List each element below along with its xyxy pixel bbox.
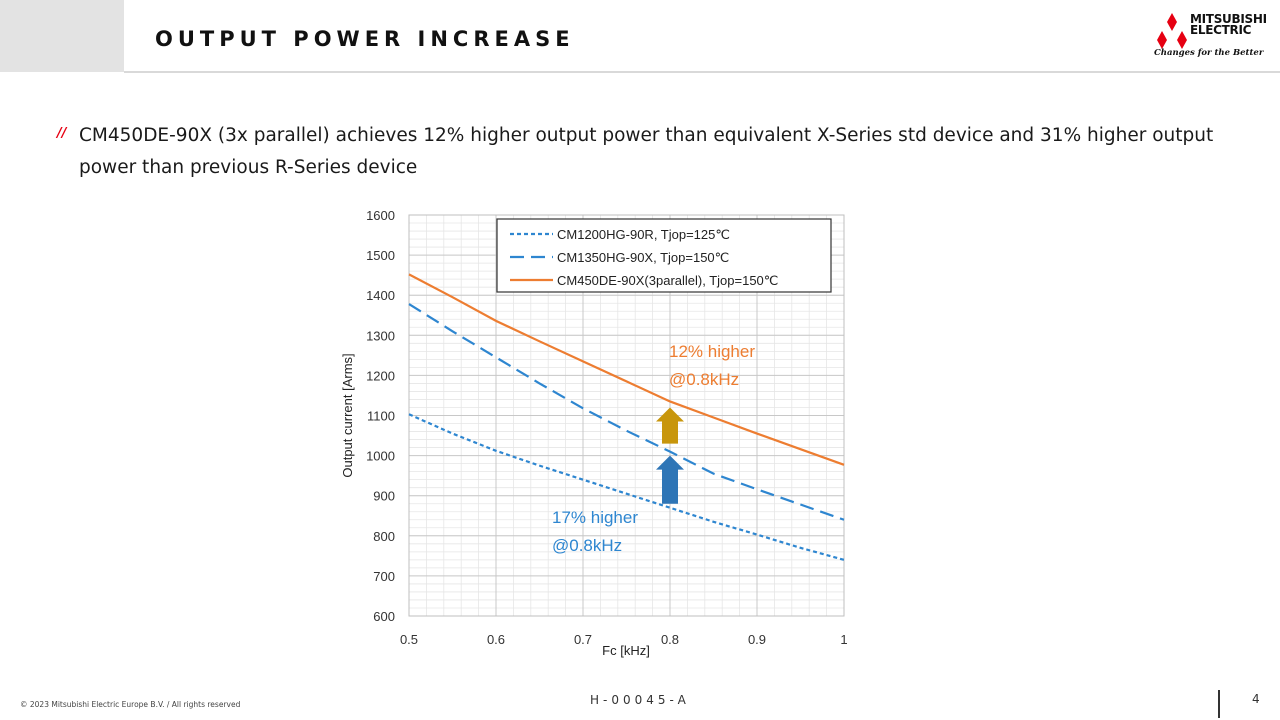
header-divider <box>124 71 1280 73</box>
output-current-chart: 0.5 0.6 0.7 0.8 0.9 1600700800900100011001200… <box>340 208 848 658</box>
footer-divider <box>1218 690 1220 718</box>
legend-entry: CM450DE-90X(3parallel), Tjop=150℃ <box>557 273 778 288</box>
series-line <box>408 303 845 521</box>
logo-wordmark: MITSUBISHI ELECTRIC <box>1190 12 1267 37</box>
y-tick-label: 1200 <box>366 368 395 383</box>
page-title: OUTPUT POWER INCREASE <box>155 27 575 51</box>
y-tick-label: 1500 <box>366 248 395 263</box>
x-tick-label: 0.6 <box>487 632 505 647</box>
y-axis-label: Output current [Arms] <box>340 353 355 477</box>
y-tick-label: 800 <box>373 529 395 544</box>
y-tick-label: 1000 <box>366 449 395 464</box>
annotation-orange-line2: @0.8kHz <box>669 370 739 389</box>
y-tick-label: 600 <box>373 609 395 624</box>
y-tick-label: 1600 <box>366 208 395 223</box>
y-tick-label: 700 <box>373 569 395 584</box>
page-number: 4 <box>1252 692 1260 706</box>
x-tick-label: 0.8 <box>661 632 679 647</box>
legend-entry: CM1200HG-90R, Tjop=125℃ <box>557 227 730 242</box>
up-arrow-icon <box>656 455 684 504</box>
legend-entry: CM1350HG-90X, Tjop=150℃ <box>557 250 729 265</box>
plot-frame <box>408 214 845 617</box>
three-diamonds-icon <box>1157 13 1187 49</box>
annotation-blue-line2: @0.8kHz <box>552 536 622 555</box>
header-accent-block <box>0 0 124 72</box>
footer-copyright: © 2023 Mitsubishi Electric Europe B.V. /… <box>20 700 241 709</box>
series-line <box>408 273 845 466</box>
mitsubishi-logo-icon <box>1157 13 1187 49</box>
y-tick-label: 900 <box>373 489 395 504</box>
y-tick-label: 1300 <box>366 328 395 343</box>
logo-tagline: Changes for the Better <box>1154 48 1264 58</box>
x-tick-label: 0.5 <box>400 632 418 647</box>
x-axis-label: Fc [kHz] <box>602 643 650 658</box>
footer-doc-code: H-00045-A <box>590 693 690 707</box>
y-tick-label: 1100 <box>367 409 395 424</box>
up-arrow-icon <box>656 407 684 444</box>
annotation-orange-line1: 12% higher <box>669 342 755 361</box>
x-tick-label: 0.9 <box>748 632 766 647</box>
bullet-marker: // <box>57 126 67 141</box>
annotation-blue-line1: 17% higher <box>552 508 638 527</box>
bullet-text: CM450DE-90X (3x parallel) achieves 12% h… <box>79 125 1214 178</box>
x-tick-label: 0.7 <box>574 632 592 647</box>
y-tick-label: 1400 <box>366 288 395 303</box>
series-line <box>408 413 845 561</box>
x-tick-label: 1 <box>840 632 847 647</box>
